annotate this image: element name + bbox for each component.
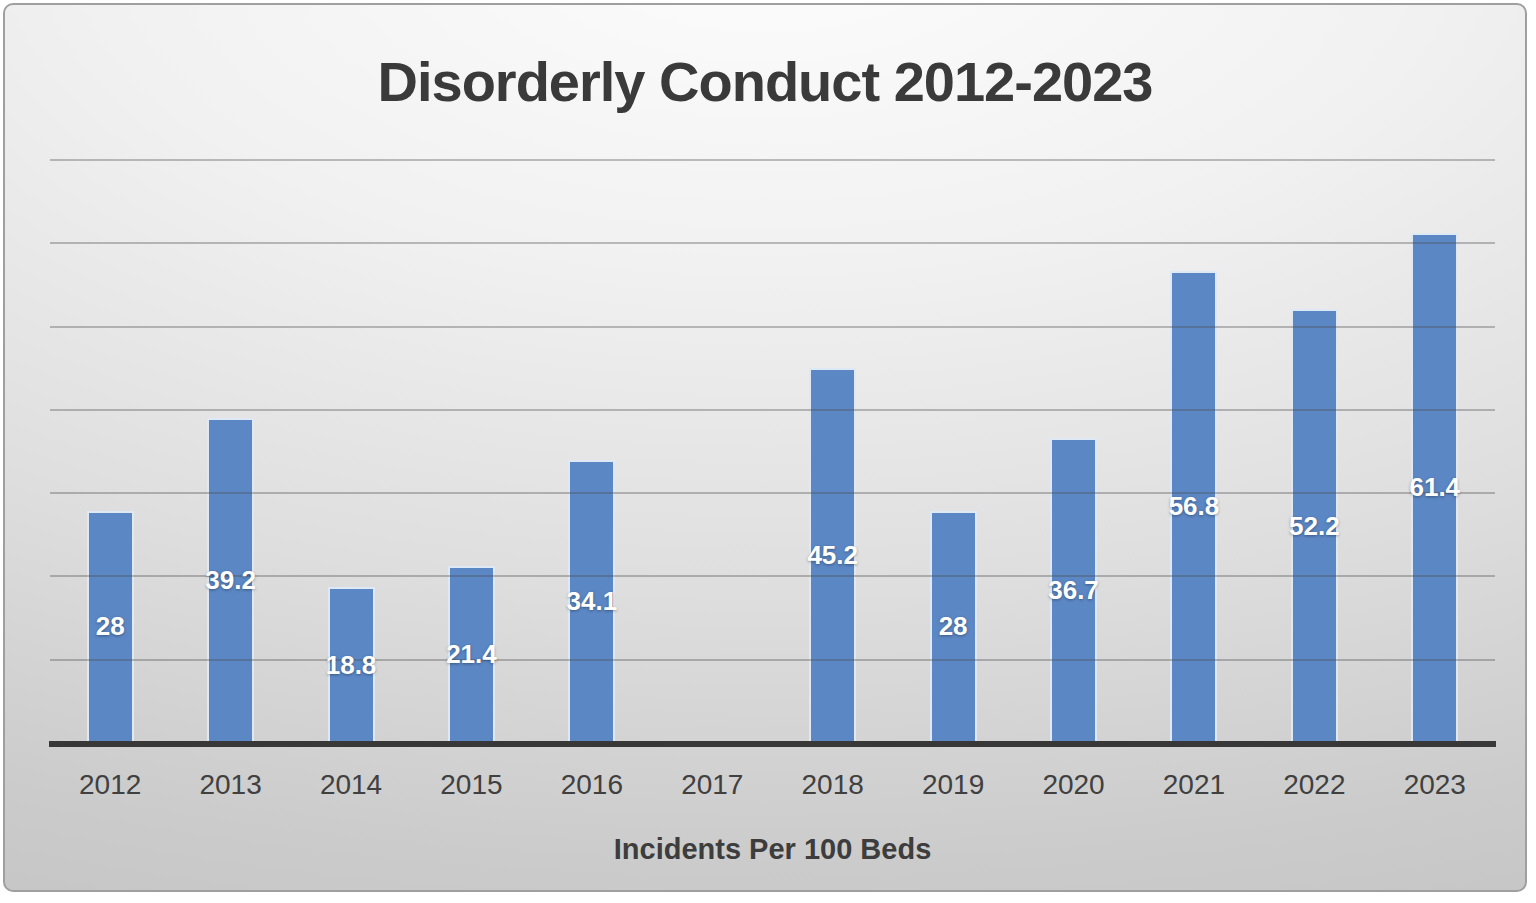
x-tick-2014: 2014 (291, 769, 411, 801)
bar-value-label: 18.8 (291, 650, 411, 681)
x-tick-2015: 2015 (411, 769, 531, 801)
bar-value-label: 56.8 (1134, 491, 1254, 522)
plot-area: 2839.218.821.434.145.22836.756.852.261.4 (50, 115, 1495, 744)
x-tick-2016: 2016 (532, 769, 652, 801)
x-tick-2021: 2021 (1134, 769, 1254, 801)
bar-value-label: 21.4 (411, 639, 531, 670)
x-axis-title: Incidents Per 100 Beds (50, 833, 1495, 866)
gridline (50, 492, 1495, 494)
gridline (50, 159, 1495, 161)
bar-value-label: 28 (893, 611, 1013, 642)
bar-value-label: 52.2 (1254, 511, 1374, 542)
x-tick-2023: 2023 (1375, 769, 1495, 801)
x-tick-2012: 2012 (50, 769, 170, 801)
gridline (50, 242, 1495, 244)
gridline (50, 409, 1495, 411)
chart-title: Disorderly Conduct 2012-2023 (5, 49, 1525, 114)
bar-value-label: 45.2 (773, 540, 893, 571)
chart-canvas: Disorderly Conduct 2012-2023 2839.218.82… (3, 3, 1527, 892)
x-axis-tick-labels: 2012201320142015201620172018201920202021… (50, 769, 1495, 809)
bar-value-label: 36.7 (1014, 575, 1134, 606)
x-tick-2013: 2013 (171, 769, 291, 801)
bar-value-label: 34.1 (532, 586, 652, 617)
x-tick-2017: 2017 (652, 769, 772, 801)
bar-value-label: 61.4 (1375, 472, 1495, 503)
bar-value-label: 39.2 (171, 565, 291, 596)
x-tick-2022: 2022 (1254, 769, 1374, 801)
gridline (50, 659, 1495, 661)
gridline (50, 326, 1495, 328)
x-axis-line (49, 741, 1496, 747)
x-tick-2019: 2019 (893, 769, 1013, 801)
x-tick-2020: 2020 (1014, 769, 1134, 801)
bar-value-label: 28 (50, 611, 170, 642)
x-tick-2018: 2018 (773, 769, 893, 801)
